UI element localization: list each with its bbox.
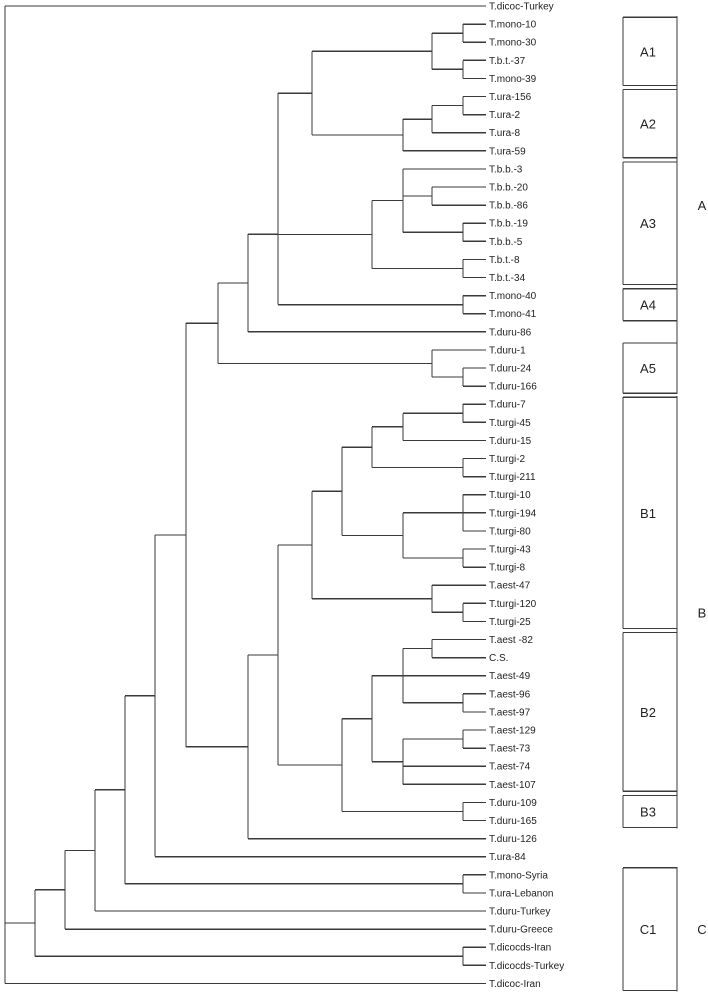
- leaf-label: T.duru-126: [489, 834, 537, 845]
- leaf-label: T.duru-7: [489, 400, 526, 411]
- leaf-label: T.mono-41: [489, 309, 537, 320]
- subgroup-brackets: A1 A2 A3 A4 A5 B1 B2 B3 C1: [622, 16, 677, 992]
- leaf-label: T.duru-165: [489, 816, 537, 827]
- leaf-label: T.turgi-45: [489, 418, 531, 429]
- cluster-label-b: B: [698, 605, 707, 620]
- leaf-label: T.mono-Syria: [489, 870, 548, 881]
- leaf-label: T.ura-59: [489, 146, 526, 157]
- leaf-label: T.aest-107: [489, 780, 536, 791]
- leaf-label: T.duru-86: [489, 327, 532, 338]
- leaf-label: T.ura-Lebanon: [489, 888, 554, 899]
- leaf-label: T.turgi-25: [489, 617, 531, 628]
- leaf-label: T.dicocds-Turkey: [489, 961, 564, 972]
- cluster-brackets: A B C: [676, 16, 707, 992]
- dendrogram-branches: [4, 5, 486, 985]
- leaf-label: T.b.b.-19: [489, 219, 528, 230]
- group-label-c1: C1: [640, 922, 657, 937]
- leaf-label: T.turgi-194: [489, 508, 537, 519]
- leaf-label: T.b.b.-3: [489, 164, 523, 175]
- leaf-label: T.aest -82: [489, 635, 533, 646]
- group-label-a2: A2: [640, 117, 656, 132]
- group-label-a3: A3: [640, 216, 656, 231]
- leaf-label: T.turgi-10: [489, 490, 531, 501]
- group-label-b3: B3: [640, 804, 656, 819]
- leaf-label: T.duru-24: [489, 364, 532, 375]
- leaf-label: T.dicoc-Iran: [489, 979, 541, 990]
- leaf-label: T.turgi-120: [489, 599, 537, 610]
- leaf-label: T.aest-96: [489, 689, 531, 700]
- leaf-label: T.turgi-80: [489, 526, 531, 537]
- leaf-label: T.ura-8: [489, 128, 521, 139]
- group-label-a4: A4: [640, 298, 656, 313]
- leaf-label: T.duru-109: [489, 798, 537, 809]
- leaf-label: T.ura-84: [489, 852, 526, 863]
- cluster-label-c: C: [697, 922, 706, 937]
- leaf-label: T.duru-Greece: [489, 925, 553, 936]
- leaf-label: T.duru-15: [489, 436, 532, 447]
- leaf-label: T.duru-Turkey: [489, 907, 550, 918]
- leaf-label: T.ura-2: [489, 110, 521, 121]
- leaf-label: T.b.b.-86: [489, 201, 528, 212]
- leaf-label: T.duru-166: [489, 382, 537, 393]
- leaf-label: T.dicoc-Turkey: [489, 2, 554, 13]
- group-label-b2: B2: [640, 705, 656, 720]
- leaf-label: T.b.t.-37: [489, 56, 526, 67]
- leaf-label: T.b.b.-5: [489, 237, 523, 248]
- leaf-label: T.mono-10: [489, 20, 537, 31]
- leaf-label: T.aest-74: [489, 762, 531, 773]
- leaf-label: T.aest-47: [489, 581, 531, 592]
- leaf-label: T.mono-40: [489, 291, 537, 302]
- leaf-label: T.aest-73: [489, 744, 531, 755]
- leaf-label: T.duru-1: [489, 345, 526, 356]
- leaf-label: T.mono-39: [489, 74, 537, 85]
- group-label-a1: A1: [640, 44, 656, 59]
- leaf-label: T.b.b.-20: [489, 183, 528, 194]
- leaf-label: T.b.t.-8: [489, 255, 520, 266]
- leaf-label: T.aest-129: [489, 726, 536, 737]
- group-label-b1: B1: [640, 506, 656, 521]
- leaf-label: T.aest-97: [489, 707, 531, 718]
- leaf-label: T.b.t.-34: [489, 273, 526, 284]
- leaf-label: T.mono-30: [489, 38, 537, 49]
- leaf-label: T.dicocds-Iran: [489, 943, 551, 954]
- leaf-label: C.S.: [489, 653, 508, 664]
- cluster-label-a: A: [698, 198, 707, 213]
- leaf-label: T.ura-156: [489, 92, 532, 103]
- leaf-label: T.turgi-2: [489, 454, 526, 465]
- leaf-label: T.turgi-211: [489, 472, 536, 483]
- leaf-label: T.turgi-43: [489, 545, 531, 556]
- leaf-label: T.turgi-8: [489, 563, 526, 574]
- leaf-label: T.aest-49: [489, 671, 531, 682]
- leaf-labels: T.dicoc-Turkey T.mono-10 T.mono-30 T.b.t.-3…: [489, 2, 564, 990]
- group-label-a5: A5: [640, 361, 656, 376]
